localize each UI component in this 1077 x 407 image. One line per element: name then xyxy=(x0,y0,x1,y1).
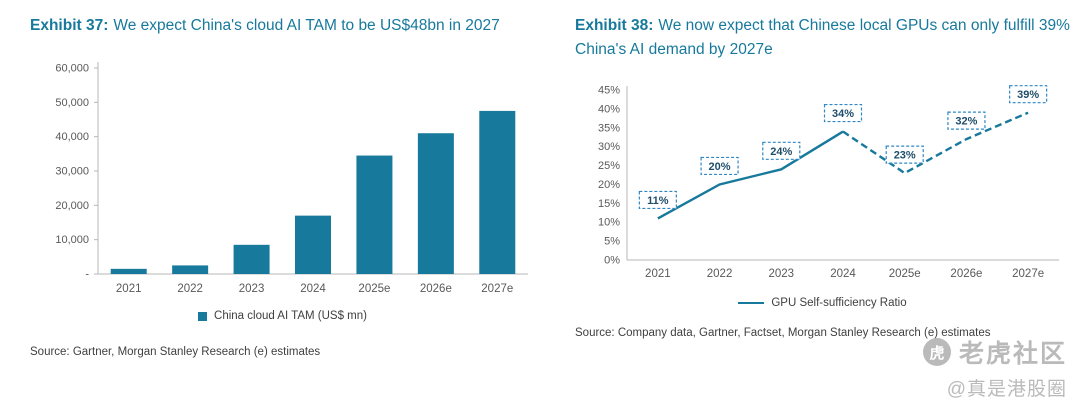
exhibit-38-panel: Exhibit 38: We now expect that Chinese lo… xyxy=(575,0,1070,339)
svg-text:2025e: 2025e xyxy=(889,268,921,280)
exhibit-37-title-text: We expect China's cloud AI TAM to be US$… xyxy=(113,17,500,34)
svg-text:2023: 2023 xyxy=(239,283,265,295)
svg-text:5%: 5% xyxy=(604,236,620,248)
exhibit-37-panel: Exhibit 37: We expect China's cloud AI TA… xyxy=(30,0,535,358)
svg-text:32%: 32% xyxy=(955,116,977,128)
exhibit-37-label: Exhibit 37: xyxy=(30,17,109,34)
svg-text:39%: 39% xyxy=(1017,89,1039,101)
exhibit-37-bar-chart: - 10,000 20,000 30,000 40,000 50,000 60,000 202… xyxy=(55,62,528,295)
svg-text:-: - xyxy=(85,269,89,281)
svg-text:10%: 10% xyxy=(598,217,620,229)
svg-text:30,000: 30,000 xyxy=(55,166,89,178)
svg-text:40,000: 40,000 xyxy=(55,131,89,143)
svg-text:2023: 2023 xyxy=(768,268,794,280)
svg-text:10,000: 10,000 xyxy=(55,234,89,246)
svg-text:30%: 30% xyxy=(598,141,620,153)
svg-text:25%: 25% xyxy=(598,160,620,172)
svg-text:2021: 2021 xyxy=(116,283,142,295)
svg-text:60,000: 60,000 xyxy=(55,63,89,75)
svg-text:2025e: 2025e xyxy=(358,283,390,295)
exhibit-37-source: Source: Gartner, Morgan Stanley Research… xyxy=(30,346,321,359)
svg-text:2024: 2024 xyxy=(300,283,326,295)
watermark-handle: @真是港股圈 xyxy=(946,379,1067,400)
svg-text:40%: 40% xyxy=(598,103,620,115)
svg-text:2026e: 2026e xyxy=(420,283,452,295)
svg-text:20,000: 20,000 xyxy=(55,200,89,212)
watermark: 虎 老虎社区 @真是港股圈 xyxy=(922,334,1067,401)
svg-text:20%: 20% xyxy=(598,179,620,191)
svg-text:2021: 2021 xyxy=(645,268,671,280)
svg-text:34%: 34% xyxy=(832,108,854,120)
svg-text:35%: 35% xyxy=(598,122,620,134)
watermark-brand-row: 虎 老虎社区 xyxy=(922,334,1067,370)
exhibit-38-title-text: We now expect that Chinese local GPUs ca… xyxy=(575,17,1070,59)
line-legend-swatch-icon xyxy=(738,302,765,305)
watermark-community-name: 老虎社区 xyxy=(958,340,1067,368)
exhibit-38-legend: GPU Self-sufficiency Ratio xyxy=(575,297,1070,309)
svg-text:23%: 23% xyxy=(894,150,916,162)
svg-text:2022: 2022 xyxy=(707,268,733,280)
svg-text:2024: 2024 xyxy=(830,268,856,280)
exhibit-37-legend-label: China cloud AI TAM (US$ mn) xyxy=(214,310,367,323)
svg-text:2027e: 2027e xyxy=(481,283,513,295)
svg-text:15%: 15% xyxy=(598,198,620,210)
bar-legend-swatch-icon xyxy=(198,311,208,321)
svg-text:0%: 0% xyxy=(604,255,620,267)
svg-text:50,000: 50,000 xyxy=(55,97,89,109)
svg-text:45%: 45% xyxy=(598,85,620,97)
exhibit-38-line-chart: 0% 5% 10% 15% 20% 25% 30% 35% 40% 45% 2021 2022 2023… xyxy=(598,85,1059,280)
svg-text:24%: 24% xyxy=(770,146,792,158)
exhibit-38-legend-label: GPU Self-sufficiency Ratio xyxy=(771,297,907,310)
svg-text:2022: 2022 xyxy=(177,283,203,295)
exhibit-38-label: Exhibit 38: xyxy=(575,17,654,34)
tiger-logo-icon: 虎 xyxy=(922,338,951,366)
exhibit-38-title: Exhibit 38: We now expect that Chinese lo… xyxy=(575,14,1070,62)
svg-text:20%: 20% xyxy=(709,161,731,173)
svg-text:2026e: 2026e xyxy=(950,268,982,280)
svg-text:11%: 11% xyxy=(647,195,669,207)
exhibit-37-legend: China cloud AI TAM (US$ mn) xyxy=(30,310,535,322)
exhibit-38-source: Source: Company data, Gartner, Factset, … xyxy=(575,327,991,340)
exhibit-37-title: Exhibit 37: We expect China's cloud AI TA… xyxy=(30,14,535,38)
svg-text:2027e: 2027e xyxy=(1012,268,1044,280)
